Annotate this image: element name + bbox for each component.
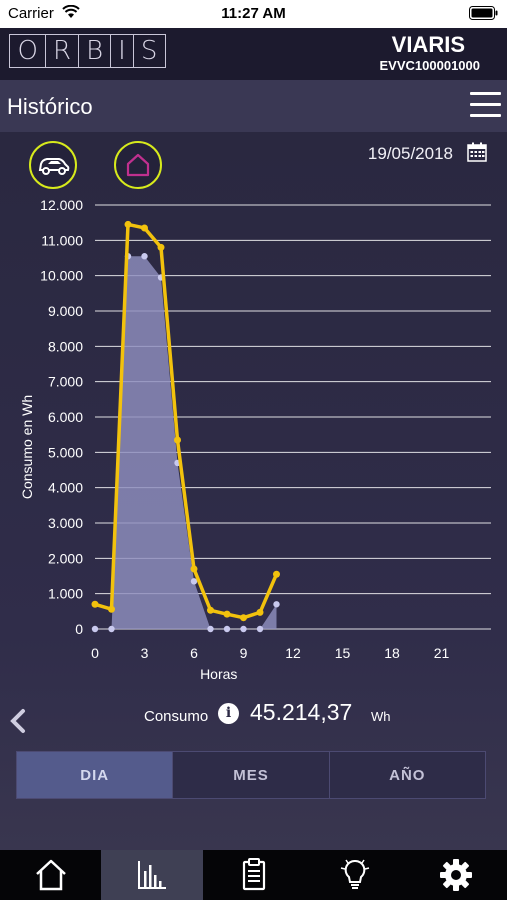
x-tick-label: 0	[91, 645, 99, 661]
logo-divider	[44, 34, 46, 68]
area-data-point	[223, 625, 231, 633]
logo-divider	[78, 34, 80, 68]
selected-date[interactable]: 19/05/2018	[367, 144, 453, 163]
logo-letter: S	[140, 36, 158, 66]
logo-letter: B	[86, 36, 104, 66]
area-data-point	[240, 625, 247, 633]
period-day-button[interactable]: DIA	[17, 752, 174, 798]
area-data-point	[108, 625, 115, 633]
wifi-icon	[62, 4, 80, 23]
x-tick-label: 9	[240, 645, 248, 661]
y-tick-label: 8.000	[48, 338, 83, 354]
x-tick-label: 12	[285, 645, 301, 661]
battery-icon	[469, 6, 499, 24]
logo-letter: O	[17, 36, 38, 66]
area-data-point	[207, 625, 214, 633]
logo-divider	[132, 34, 134, 68]
period-selector: DIA MES AÑO	[16, 751, 486, 799]
line-data-point	[124, 220, 132, 228]
line-data-point	[223, 610, 231, 618]
y-tick-label: 6.000	[48, 409, 83, 425]
line-data-point	[273, 570, 280, 578]
x-axis-label: Horas	[200, 666, 237, 682]
page-title: Histórico	[7, 94, 93, 119]
line-data-point	[174, 436, 181, 444]
home-icon	[35, 859, 66, 891]
line-data-point	[157, 243, 165, 251]
menu-icon[interactable]	[470, 92, 501, 118]
chevron-left-icon	[10, 709, 25, 733]
y-tick-label: 10.000	[40, 268, 83, 284]
line-data-point	[141, 224, 148, 232]
logo-letter: R	[53, 36, 72, 66]
area-data-point	[273, 601, 280, 608]
status-bar: Carrier 11:27 AM	[0, 0, 507, 28]
x-tick-label: 18	[384, 645, 400, 661]
tab-bar	[0, 850, 507, 900]
page-header: Histórico	[0, 80, 507, 132]
line-data-point	[91, 600, 99, 608]
x-tick-label: 3	[141, 645, 149, 661]
tab-home[interactable]	[0, 850, 101, 900]
y-tick-label: 5.000	[48, 444, 83, 460]
area-data-point	[141, 253, 148, 260]
total-label: Consumo	[144, 708, 209, 725]
carrier-label: Carrier	[8, 5, 54, 22]
car-mode-button[interactable]	[29, 141, 77, 189]
tab-settings[interactable]	[406, 850, 507, 900]
tab-reports[interactable]	[203, 850, 304, 900]
y-tick-label: 0	[75, 621, 83, 637]
chart-icon	[138, 861, 167, 889]
brand-bar: O R B I S VIARIS EVVC100001000	[0, 28, 507, 80]
tab-tips[interactable]	[304, 850, 405, 900]
y-tick-label: 7.000	[48, 374, 83, 390]
device-name: VIARIS	[391, 32, 465, 57]
y-tick-label: 4.000	[48, 480, 83, 496]
clipboard-icon	[242, 858, 265, 891]
lightbulb-icon	[340, 859, 370, 889]
home-mode-button[interactable]	[114, 141, 162, 189]
logo-letter: I	[118, 36, 126, 66]
line-data-point	[190, 565, 198, 573]
area-data-point	[190, 578, 198, 585]
period-year-button[interactable]: AÑO	[329, 752, 485, 798]
consumption-chart: 0 1.000 2.000 3.000 4.000 5.000 6.000 7.000 8.00…	[19, 197, 491, 682]
device-serial: EVVC100001000	[379, 58, 480, 73]
y-tick-label: 11.000	[41, 232, 83, 248]
car-icon	[38, 158, 70, 175]
total-unit: Wh	[371, 709, 391, 724]
area-data-point	[91, 625, 99, 633]
previous-period-button[interactable]	[7, 707, 29, 735]
total-value: 45.214,37	[250, 699, 353, 725]
y-tick-label: 2.000	[48, 550, 83, 566]
area-series	[95, 256, 277, 629]
line-data-point	[256, 608, 264, 616]
y-tick-label: 1.000	[48, 586, 83, 602]
x-tick-label: 15	[335, 645, 351, 661]
y-axis-label: Consumo en Wh	[19, 395, 35, 499]
tab-history[interactable]	[101, 850, 203, 900]
line-data-point	[108, 605, 115, 613]
home-icon	[126, 153, 150, 177]
x-tick-label: 6	[190, 645, 198, 661]
area-data-point	[256, 625, 264, 633]
x-tick-label: 21	[434, 645, 450, 661]
line-data-point	[207, 606, 214, 614]
y-tick-label: 12.000	[40, 197, 83, 213]
y-tick-label: 3.000	[48, 515, 83, 531]
orbis-logo: O R B I S	[9, 34, 166, 68]
logo-divider	[110, 34, 112, 68]
status-time: 11:27 AM	[221, 5, 286, 22]
gear-icon	[440, 859, 473, 891]
period-month-button[interactable]: MES	[173, 752, 330, 798]
y-tick-label: 9.000	[48, 303, 83, 319]
calendar-icon[interactable]	[467, 142, 487, 162]
history-panel: 19/05/2018 0 1.000 2.000 3.000 4.000 5.000 6.0…	[0, 132, 507, 850]
info-icon[interactable]: i	[218, 703, 239, 724]
line-data-point	[240, 614, 247, 622]
